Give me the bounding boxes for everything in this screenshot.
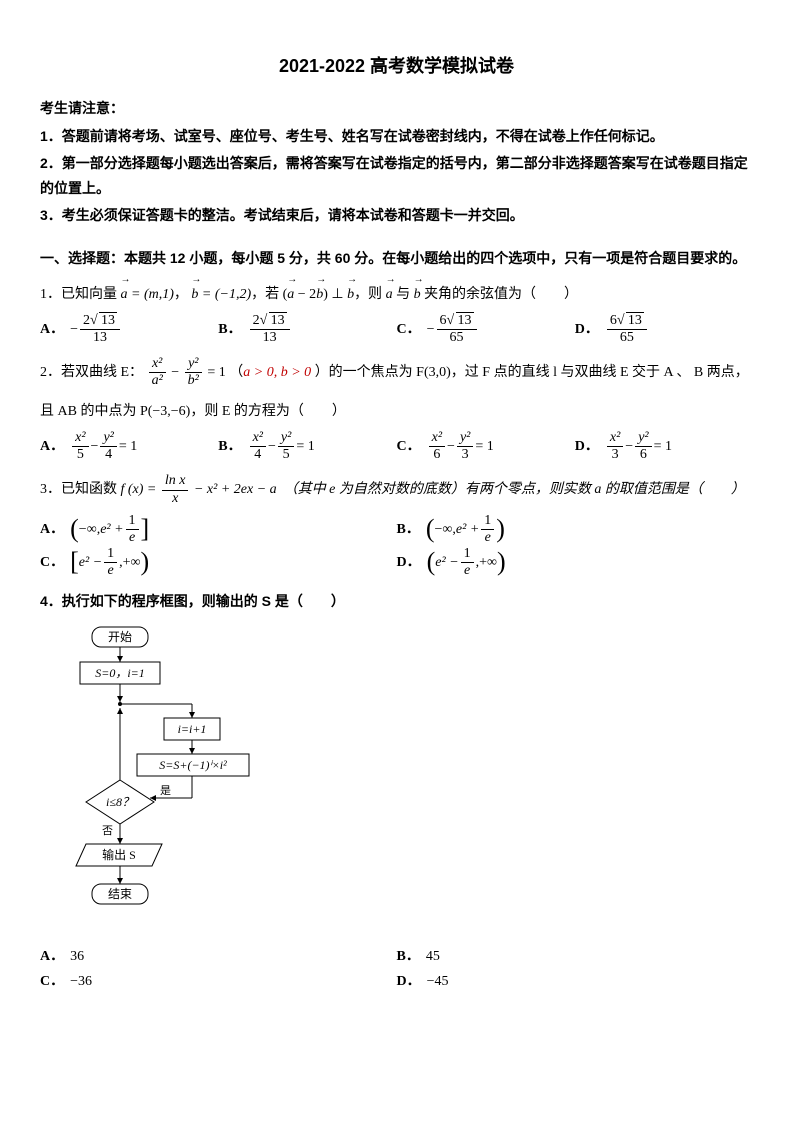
q2-red-cond: a > 0, b > 0 <box>243 365 311 380</box>
section-1-head: 一、选择题：本题共 12 小题，每小题 5 分，共 60 分。在每小题给出的四个… <box>40 246 753 271</box>
instr-1: 1．答题前请将考场、试室号、座位号、考生号、姓名写在试卷密封线内，不得在试卷上作… <box>40 124 753 149</box>
svg-text:S=S+(−1)ⁱ×i²: S=S+(−1)ⁱ×i² <box>159 758 227 772</box>
q2-opt-a: A． x²5 − y²4 = 1 <box>40 430 218 463</box>
q3-opt-c: C． [ e² − 1e , +∞) <box>40 546 397 579</box>
instr-3: 3．考生必须保证答题卡的整洁。考试结束后，请将本试卷和答题卡一并交回。 <box>40 203 753 228</box>
q3-opt-d: D． ( e² − 1e , +∞) <box>397 546 754 579</box>
question-1: 1．已知向量 a = (m,1)， b = (−1,2)，若 (a − 2b) … <box>40 282 753 307</box>
svg-text:i≤8？: i≤8？ <box>106 795 134 809</box>
svg-text:结束: 结束 <box>108 887 132 901</box>
q1-options: A． − 21313 B． 21313 C． − 61365 D． 61365 <box>40 313 753 346</box>
q3-options: A． (−∞, e² + 1e ] B． (−∞, e² + 1e ) C． [… <box>40 513 753 579</box>
q1-opt-d: D． 61365 <box>575 313 753 346</box>
q1-tail: 夹角的余弦值为（ ） <box>424 287 578 302</box>
q4-opt-a: A．36 <box>40 944 397 969</box>
q2-opt-b: B． x²4 − y²5 = 1 <box>218 430 396 463</box>
q1-b: = (−1,2) <box>198 287 251 302</box>
q1-pre: 1．已知向量 <box>40 287 121 302</box>
q4-opt-c: C．−36 <box>40 969 397 994</box>
q1-opt-a: A． − 21313 <box>40 313 218 346</box>
q1-perp: ⊥ <box>331 287 347 302</box>
q4-options: A．36 B．45 C．−36 D．−45 <box>40 944 753 994</box>
instr-2: 2．第一部分选择题每小题选出答案后，需将答案写在试卷指定的括号内，第二部分非选择… <box>40 151 753 201</box>
question-2: 2．若双曲线 E： x²a² − y²b² = 1 （a > 0, b > 0 … <box>40 356 753 389</box>
q4-opt-d: D．−45 <box>397 969 754 994</box>
svg-text:i=i+1: i=i+1 <box>178 722 207 736</box>
instr-head: 考生请注意： <box>40 96 753 121</box>
question-3: 3．已知函数 f (x) = ln xx − x² + 2ex − a （其中 … <box>40 473 753 506</box>
q1-opt-b: B． 21313 <box>218 313 396 346</box>
q2-opt-c: C． x²6 − y²3 = 1 <box>397 430 575 463</box>
instructions-block: 考生请注意： 1．答题前请将考场、试室号、座位号、考生号、姓名写在试卷密封线内，… <box>40 96 753 228</box>
q3-opt-a: A． (−∞, e² + 1e ] <box>40 513 397 546</box>
q4-opt-b: B．45 <box>397 944 754 969</box>
q3-opt-b: B． (−∞, e² + 1e ) <box>397 513 754 546</box>
q1-opt-c: C． − 61365 <box>397 313 575 346</box>
svg-text:输出 S: 输出 S <box>102 847 136 862</box>
svg-text:否: 否 <box>102 825 113 837</box>
page-title: 2021-2022 高考数学模拟试卷 <box>40 50 753 82</box>
question-2b: 且 AB 的中点为 P(−3,−6)，则 E 的方程为（ ） <box>40 399 753 424</box>
svg-text:开始: 开始 <box>108 630 132 644</box>
q1-a: = (m,1) <box>128 287 174 302</box>
q2-opt-d: D． x²3 − y²6 = 1 <box>575 430 753 463</box>
question-4: 4．执行如下的程序框图，则输出的 S 是（ ） <box>40 589 753 614</box>
flowchart-diagram: 开始 S=0，i=1 i=i+1 S=S+(−1)ⁱ×i² i≤8？ 是 否 输… <box>42 622 262 932</box>
svg-text:是: 是 <box>160 784 171 797</box>
q2-options: A． x²5 − y²4 = 1 B． x²4 − y²5 = 1 C． x²6… <box>40 430 753 463</box>
svg-text:S=0，i=1: S=0，i=1 <box>95 666 145 680</box>
